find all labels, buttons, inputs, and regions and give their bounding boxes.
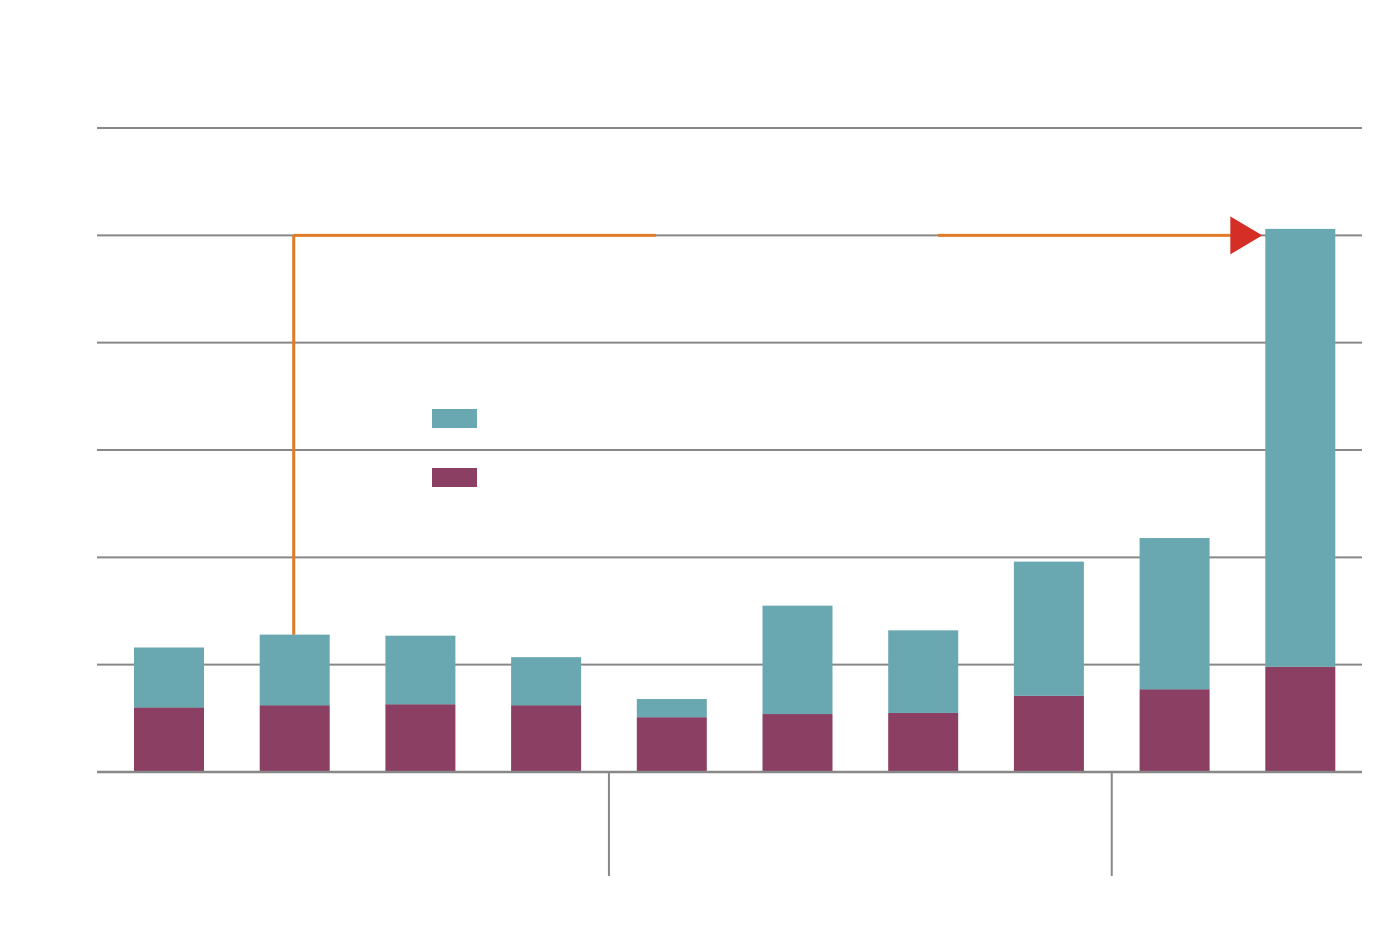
x-axis — [97, 770, 1362, 876]
bar-3-series-1 — [511, 657, 582, 706]
legend-swatch-series-0 — [432, 468, 477, 487]
bar-5-series-0 — [762, 714, 833, 772]
bar-2-series-1 — [385, 635, 456, 705]
bar-5-series-1 — [762, 605, 833, 715]
bar-9-series-0 — [1265, 666, 1336, 772]
annotation-line — [292, 216, 1263, 635]
bar-3-series-0 — [511, 705, 582, 772]
bar-6-series-1 — [888, 630, 959, 713]
bar-8-series-0 — [1139, 689, 1210, 772]
bar-7-series-0 — [1013, 695, 1084, 772]
bar-0-series-0 — [134, 707, 204, 772]
bar-6-series-0 — [888, 712, 959, 772]
bar-4-series-0 — [636, 717, 707, 772]
bar-0-series-1 — [134, 647, 204, 708]
bar-1-series-0 — [259, 705, 330, 772]
bars — [134, 228, 1336, 772]
bar-9-series-1 — [1265, 228, 1336, 667]
annotation-arrow — [1230, 216, 1263, 255]
bar-7-series-1 — [1013, 561, 1084, 696]
bar-4-series-1 — [636, 699, 707, 718]
bar-8-series-1 — [1139, 538, 1210, 690]
bar-1-series-1 — [259, 634, 330, 706]
legend-swatch-series-1 — [432, 409, 477, 428]
bar-2-series-0 — [385, 704, 456, 772]
legend — [432, 409, 477, 487]
